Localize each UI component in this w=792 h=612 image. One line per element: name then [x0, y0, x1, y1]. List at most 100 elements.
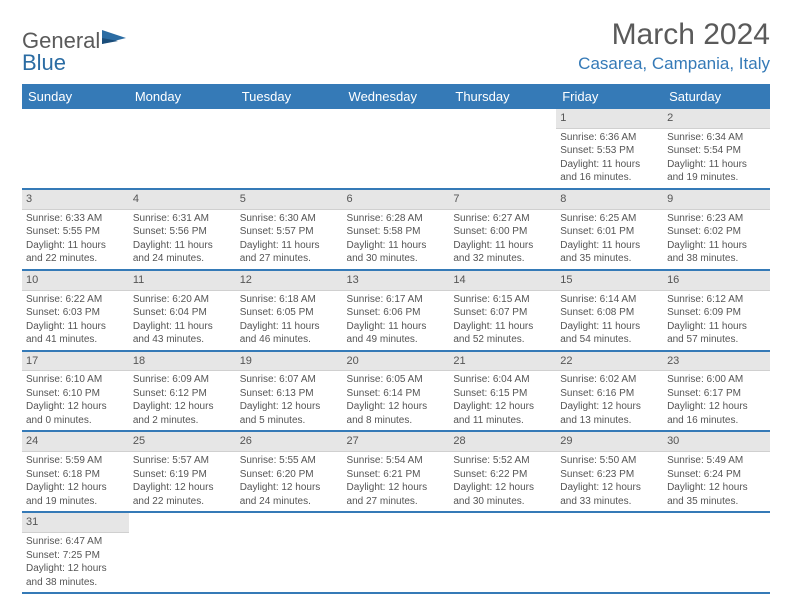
sunset: Sunset: 6:06 PM — [347, 306, 446, 320]
day-body: Sunrise: 6:25 AMSunset: 6:01 PMDaylight:… — [556, 210, 663, 269]
day-body: Sunrise: 6:10 AMSunset: 6:10 PMDaylight:… — [22, 371, 129, 430]
day-number: 5 — [236, 190, 343, 210]
calendar-empty — [556, 512, 663, 593]
sunrise: Sunrise: 6:07 AM — [240, 373, 339, 387]
day-body: Sunrise: 6:30 AMSunset: 5:57 PMDaylight:… — [236, 210, 343, 269]
logo: General Blue — [22, 18, 128, 74]
calendar-empty — [449, 109, 556, 189]
sunset: Sunset: 6:12 PM — [133, 387, 232, 401]
sunset: Sunset: 6:08 PM — [560, 306, 659, 320]
sunset: Sunset: 5:54 PM — [667, 144, 766, 158]
sunset: Sunset: 6:14 PM — [347, 387, 446, 401]
sunrise: Sunrise: 6:09 AM — [133, 373, 232, 387]
day-body: Sunrise: 6:04 AMSunset: 6:15 PMDaylight:… — [449, 371, 556, 430]
day-number: 28 — [449, 432, 556, 452]
calendar-day: 31Sunrise: 6:47 AMSunset: 7:25 PMDayligh… — [22, 512, 129, 593]
sunrise: Sunrise: 5:52 AM — [453, 454, 552, 468]
daylight: Daylight: 12 hours and 13 minutes. — [560, 400, 659, 427]
calendar-day: 20Sunrise: 6:05 AMSunset: 6:14 PMDayligh… — [343, 351, 450, 432]
sunrise: Sunrise: 6:15 AM — [453, 293, 552, 307]
day-number: 26 — [236, 432, 343, 452]
sunrise: Sunrise: 6:27 AM — [453, 212, 552, 226]
daylight: Daylight: 11 hours and 35 minutes. — [560, 239, 659, 266]
calendar-day: 14Sunrise: 6:15 AMSunset: 6:07 PMDayligh… — [449, 270, 556, 351]
sunset: Sunset: 5:56 PM — [133, 225, 232, 239]
day-number: 16 — [663, 271, 770, 291]
day-number: 9 — [663, 190, 770, 210]
sunset: Sunset: 6:07 PM — [453, 306, 552, 320]
day-body: Sunrise: 6:07 AMSunset: 6:13 PMDaylight:… — [236, 371, 343, 430]
sunset: Sunset: 5:55 PM — [26, 225, 125, 239]
month-title: March 2024 — [578, 18, 770, 52]
day-number: 20 — [343, 352, 450, 372]
day-number: 6 — [343, 190, 450, 210]
day-number: 2 — [663, 109, 770, 129]
daylight: Daylight: 12 hours and 35 minutes. — [667, 481, 766, 508]
calendar-empty — [449, 512, 556, 593]
calendar-week: 17Sunrise: 6:10 AMSunset: 6:10 PMDayligh… — [22, 351, 770, 432]
day-body: Sunrise: 5:54 AMSunset: 6:21 PMDaylight:… — [343, 452, 450, 511]
daylight: Daylight: 12 hours and 8 minutes. — [347, 400, 446, 427]
sunset: Sunset: 6:21 PM — [347, 468, 446, 482]
sunset: Sunset: 6:22 PM — [453, 468, 552, 482]
sunrise: Sunrise: 5:57 AM — [133, 454, 232, 468]
sunset: Sunset: 6:13 PM — [240, 387, 339, 401]
day-body: Sunrise: 5:55 AMSunset: 6:20 PMDaylight:… — [236, 452, 343, 511]
sunset: Sunset: 6:19 PM — [133, 468, 232, 482]
daylight: Daylight: 11 hours and 57 minutes. — [667, 320, 766, 347]
calendar-day: 22Sunrise: 6:02 AMSunset: 6:16 PMDayligh… — [556, 351, 663, 432]
calendar-day: 3Sunrise: 6:33 AMSunset: 5:55 PMDaylight… — [22, 189, 129, 270]
sunrise: Sunrise: 5:50 AM — [560, 454, 659, 468]
day-body: Sunrise: 6:05 AMSunset: 6:14 PMDaylight:… — [343, 371, 450, 430]
daylight: Daylight: 12 hours and 30 minutes. — [453, 481, 552, 508]
calendar-empty — [343, 512, 450, 593]
title-block: March 2024 Casarea, Campania, Italy — [578, 18, 770, 74]
calendar-day: 5Sunrise: 6:30 AMSunset: 5:57 PMDaylight… — [236, 189, 343, 270]
calendar-day: 25Sunrise: 5:57 AMSunset: 6:19 PMDayligh… — [129, 431, 236, 512]
sunset: Sunset: 6:18 PM — [26, 468, 125, 482]
sunset: Sunset: 6:03 PM — [26, 306, 125, 320]
day-body: Sunrise: 6:22 AMSunset: 6:03 PMDaylight:… — [22, 291, 129, 350]
daylight: Daylight: 12 hours and 19 minutes. — [26, 481, 125, 508]
day-number: 1 — [556, 109, 663, 129]
calendar-empty — [663, 512, 770, 593]
sunrise: Sunrise: 6:36 AM — [560, 131, 659, 145]
daylight: Daylight: 11 hours and 32 minutes. — [453, 239, 552, 266]
daylight: Daylight: 11 hours and 41 minutes. — [26, 320, 125, 347]
calendar-day: 29Sunrise: 5:50 AMSunset: 6:23 PMDayligh… — [556, 431, 663, 512]
day-body: Sunrise: 5:49 AMSunset: 6:24 PMDaylight:… — [663, 452, 770, 511]
calendar-day: 11Sunrise: 6:20 AMSunset: 6:04 PMDayligh… — [129, 270, 236, 351]
calendar-day: 6Sunrise: 6:28 AMSunset: 5:58 PMDaylight… — [343, 189, 450, 270]
sunset: Sunset: 6:01 PM — [560, 225, 659, 239]
day-body: Sunrise: 6:18 AMSunset: 6:05 PMDaylight:… — [236, 291, 343, 350]
sunset: Sunset: 6:02 PM — [667, 225, 766, 239]
daylight: Daylight: 12 hours and 16 minutes. — [667, 400, 766, 427]
day-number: 23 — [663, 352, 770, 372]
calendar: SundayMondayTuesdayWednesdayThursdayFrid… — [22, 84, 770, 594]
calendar-day: 10Sunrise: 6:22 AMSunset: 6:03 PMDayligh… — [22, 270, 129, 351]
day-body: Sunrise: 6:20 AMSunset: 6:04 PMDaylight:… — [129, 291, 236, 350]
calendar-week: 24Sunrise: 5:59 AMSunset: 6:18 PMDayligh… — [22, 431, 770, 512]
sunrise: Sunrise: 6:10 AM — [26, 373, 125, 387]
calendar-empty — [343, 109, 450, 189]
calendar-day: 26Sunrise: 5:55 AMSunset: 6:20 PMDayligh… — [236, 431, 343, 512]
calendar-day: 27Sunrise: 5:54 AMSunset: 6:21 PMDayligh… — [343, 431, 450, 512]
daylight: Daylight: 12 hours and 2 minutes. — [133, 400, 232, 427]
sunset: Sunset: 6:00 PM — [453, 225, 552, 239]
calendar-day: 16Sunrise: 6:12 AMSunset: 6:09 PMDayligh… — [663, 270, 770, 351]
calendar-day: 24Sunrise: 5:59 AMSunset: 6:18 PMDayligh… — [22, 431, 129, 512]
calendar-day: 15Sunrise: 6:14 AMSunset: 6:08 PMDayligh… — [556, 270, 663, 351]
calendar-empty — [129, 512, 236, 593]
calendar-day: 12Sunrise: 6:18 AMSunset: 6:05 PMDayligh… — [236, 270, 343, 351]
sunset: Sunset: 6:23 PM — [560, 468, 659, 482]
sunset: Sunset: 5:53 PM — [560, 144, 659, 158]
sunset: Sunset: 6:10 PM — [26, 387, 125, 401]
day-number: 25 — [129, 432, 236, 452]
sunrise: Sunrise: 6:23 AM — [667, 212, 766, 226]
sunrise: Sunrise: 6:18 AM — [240, 293, 339, 307]
daylight: Daylight: 11 hours and 43 minutes. — [133, 320, 232, 347]
day-body: Sunrise: 6:31 AMSunset: 5:56 PMDaylight:… — [129, 210, 236, 269]
sunset: Sunset: 5:58 PM — [347, 225, 446, 239]
calendar-empty — [236, 109, 343, 189]
sunrise: Sunrise: 6:28 AM — [347, 212, 446, 226]
